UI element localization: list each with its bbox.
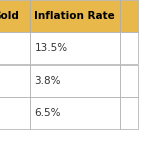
Bar <box>120 64 138 97</box>
Bar <box>120 32 138 64</box>
Text: Gold: Gold <box>0 11 19 21</box>
Text: 3.8%: 3.8% <box>34 76 61 86</box>
Bar <box>120 0 138 32</box>
Bar <box>0 0 30 32</box>
Bar <box>30 97 120 129</box>
Bar <box>120 97 138 129</box>
Text: 13.5%: 13.5% <box>34 43 68 53</box>
Bar <box>30 32 120 64</box>
Text: 6.5%: 6.5% <box>34 108 61 118</box>
Bar <box>30 64 120 97</box>
Bar <box>0 64 30 97</box>
Bar <box>0 97 30 129</box>
Bar <box>30 0 120 32</box>
Bar <box>0 32 30 64</box>
Text: Inflation Rate: Inflation Rate <box>34 11 115 21</box>
